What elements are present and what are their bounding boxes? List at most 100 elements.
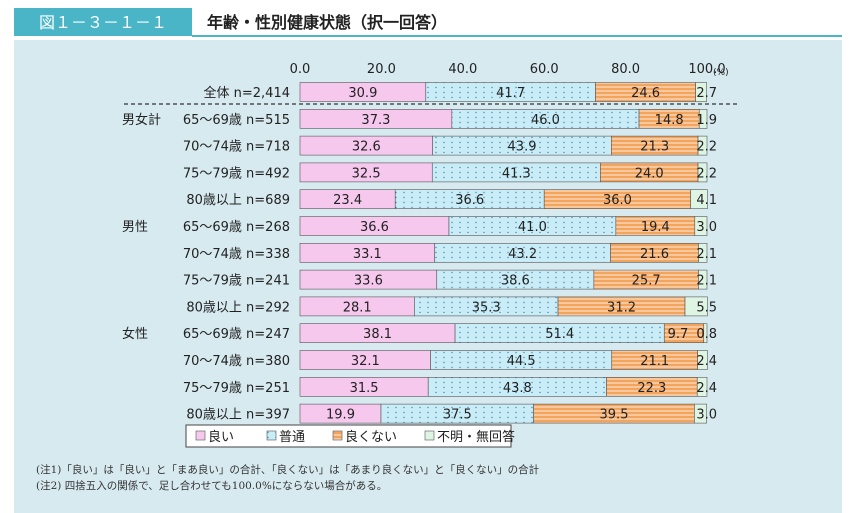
- bar-value-label: 21.1: [640, 354, 669, 369]
- bar-value-label: 32.1: [351, 354, 380, 369]
- bar-value-label: 43.2: [508, 247, 537, 262]
- bar-value-label: 21.6: [640, 247, 669, 262]
- bar-value-label: 19.4: [641, 220, 670, 235]
- x-tick-label: 100.0: [688, 62, 725, 77]
- legend-label: 不明・無回答: [437, 429, 515, 445]
- bar-value-label: 0.8: [696, 327, 717, 342]
- bar-value-label: 41.0: [518, 220, 547, 235]
- bar-value-label: 2.7: [696, 86, 717, 101]
- bar-segment: [694, 403, 707, 424]
- bar-value-label: 46.0: [531, 113, 560, 128]
- bars: 30.9 41.7 24.6 2.7 37.3 46.0 14.8 1.9 32.6 43.9 21…: [299, 82, 717, 424]
- bar-segment: [694, 216, 708, 236]
- bar-value-label: 2.2: [696, 166, 717, 181]
- row-label: 70～74歳 n=338: [183, 247, 290, 262]
- note-1: (注1)「良い」は「良い」と「まあ良い」の合計、「良くない」は「あまり良くない」…: [36, 463, 540, 476]
- legend-items: 良い 普通 良くない 不明・無回答: [195, 429, 515, 445]
- bar-value-label: 38.6: [501, 274, 530, 289]
- group-label: 男女計: [122, 112, 161, 128]
- group-label: 男性: [122, 220, 148, 235]
- bar-value-label: 38.1: [363, 327, 392, 342]
- bar-value-label: 33.1: [353, 247, 382, 262]
- bar-segment: [697, 135, 708, 156]
- row-label: 65～69歳 n=247: [183, 327, 290, 342]
- bar-segment: [698, 269, 708, 290]
- figure-label-box: [14, 8, 192, 36]
- x-tick-label: 0.0: [290, 62, 311, 77]
- bar-value-label: 23.4: [333, 193, 362, 208]
- bar-value-label: 32.5: [352, 166, 381, 181]
- bar-segment: [698, 243, 708, 263]
- bar-value-label: 3.0: [696, 408, 717, 423]
- bar-value-label: 2.4: [696, 381, 717, 396]
- bar-value-label: 35.3: [472, 300, 501, 315]
- bar-value-label: 24.0: [635, 166, 664, 181]
- bar-segment: [696, 376, 708, 397]
- bar-value-label: 4.1: [696, 193, 717, 208]
- row-label: 80歳以上 n=397: [186, 408, 290, 423]
- bar-value-label: 37.3: [361, 113, 390, 128]
- bar-segment: [698, 109, 708, 129]
- bar-segment: [697, 350, 708, 370]
- legend-label: 普通: [279, 430, 305, 445]
- legend: [185, 424, 512, 448]
- bar-value-label: 22.3: [637, 381, 666, 396]
- x-tick-label: 20.0: [367, 62, 396, 77]
- bar-value-label: 24.6: [631, 86, 660, 101]
- bar-value-label: 41.7: [496, 86, 525, 101]
- bar-segment: [684, 296, 708, 317]
- bar-value-label: 21.3: [640, 140, 669, 155]
- row-label: 65～69歳 n=268: [183, 220, 290, 235]
- bar-value-label: 36.6: [455, 193, 484, 208]
- bar-value-label: 2.1: [696, 274, 717, 289]
- legend-label: 良くない: [345, 429, 397, 445]
- bar-value-label: 39.5: [600, 408, 629, 423]
- x-tick-label: 80.0: [611, 62, 640, 77]
- row-label: 80歳以上 n=689: [186, 193, 290, 208]
- bar-value-label: 51.4: [545, 327, 574, 342]
- bar-value-label: 2.4: [696, 354, 717, 369]
- bar-value-label: 14.8: [655, 113, 684, 128]
- row-label: 70～74歳 n=380: [183, 354, 290, 369]
- bar-value-label: 25.7: [632, 274, 661, 289]
- row-label: 全体 n=2,414: [204, 85, 290, 101]
- x-tick-label: 40.0: [448, 62, 477, 77]
- bar-value-label: 1.9: [696, 113, 717, 128]
- bar-segment: [697, 162, 708, 183]
- row-label: 75～79歳 n=492: [183, 166, 290, 181]
- legend-label: 良い: [208, 429, 234, 445]
- legend-swatch: [195, 430, 206, 441]
- bar-value-label: 30.9: [348, 86, 377, 101]
- row-label: 70～74歳 n=718: [183, 140, 290, 155]
- bar-value-label: 3.0: [696, 220, 717, 235]
- bar-segment: [690, 189, 708, 209]
- bar-segment: [695, 82, 707, 102]
- group-label: 女性: [122, 326, 148, 342]
- bar-value-label: 9.7: [668, 327, 689, 342]
- bar-value-label: 32.6: [352, 140, 381, 155]
- bar-segment: [703, 323, 708, 344]
- row-label: 80歳以上 n=292: [186, 300, 290, 315]
- bar-value-label: 5.5: [696, 300, 717, 315]
- note-2: (注2) 四捨五入の関係で、足し合わせても100.0%にならない場合がある。: [36, 479, 387, 492]
- bar-value-label: 31.5: [350, 381, 379, 396]
- bar-value-label: 41.3: [502, 166, 531, 181]
- legend-swatch: [266, 430, 277, 441]
- bar-value-label: 2.2: [696, 140, 717, 155]
- bar-value-label: 28.1: [343, 300, 372, 315]
- bar-value-label: 43.9: [508, 140, 537, 155]
- bar-value-label: 19.9: [326, 408, 355, 423]
- figure-label: 図１－３－１－１: [39, 13, 167, 32]
- x-axis-unit: (%): [713, 68, 729, 78]
- x-tick-label: 60.0: [530, 62, 559, 77]
- row-label: 75～79歳 n=241: [183, 274, 290, 289]
- x-axis: 0.0 20.0 40.0 60.0 80.0 100.0(%): [290, 62, 729, 78]
- chart-title: 年齢・性別健康状態（択一回答）: [207, 13, 447, 32]
- bar-value-label: 31.2: [607, 300, 636, 315]
- bar-value-label: 37.5: [443, 408, 472, 423]
- legend-swatch: [424, 430, 435, 441]
- bar-value-label: 2.1: [696, 247, 717, 262]
- bar-value-label: 36.6: [360, 220, 389, 235]
